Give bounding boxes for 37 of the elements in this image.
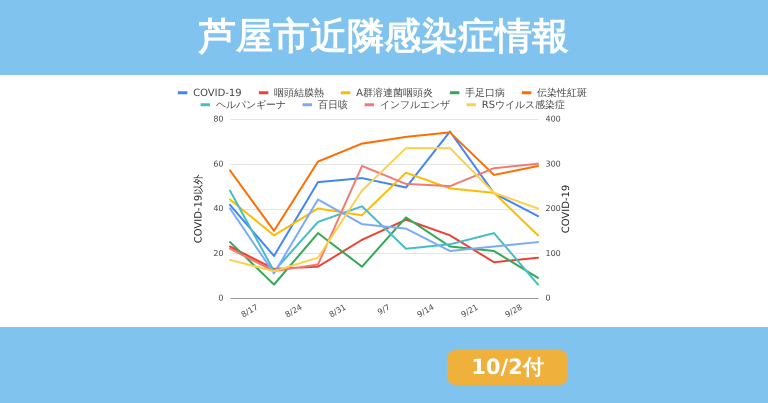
legend-label: 百日咳 (318, 98, 348, 111)
y-tick-label: 0 (218, 294, 224, 302)
y2-tick-label: 100 (546, 248, 561, 258)
y-tick-label: 80 (213, 114, 224, 124)
legend-label: ヘルパンギーナ (216, 98, 286, 111)
line-series (229, 216, 539, 286)
y-tick-label: 60 (213, 159, 224, 168)
legend-label: RSウイルス感染症 (482, 98, 566, 111)
y2-tick-label: 300 (546, 159, 561, 168)
legend-label: 伝染性紅斑 (537, 86, 588, 99)
y-axis-title: COVID-19以外 (192, 174, 204, 244)
x-tick-label: 8/31 (328, 302, 348, 320)
line-series (229, 218, 539, 270)
chart-title: 芦屋市近隣感染症情報 (198, 14, 569, 58)
x-tick-label: 9/28 (504, 302, 524, 320)
legend-label: COVID-19 (193, 88, 242, 99)
legend-label: 咽頭結膜熱 (274, 86, 324, 99)
y2-tick-label: 400 (546, 114, 561, 124)
x-tick-label: 8/24 (284, 302, 304, 320)
line-series (229, 190, 539, 286)
y2-tick-label: 0 (546, 294, 551, 302)
x-tick-label: 8/17 (240, 302, 260, 320)
y-tick-label: 40 (213, 204, 224, 213)
legend-label: インフルエンザ (380, 100, 450, 111)
line-series (229, 198, 539, 274)
text: 10/2付 (471, 355, 544, 379)
legend-label: 手足口病 (465, 86, 506, 99)
x-tick-label: 9/7 (376, 302, 392, 317)
y2-axis-title: COVID-19 (560, 184, 572, 234)
x-tick-label: 9/14 (416, 302, 436, 320)
y-tick-label: 20 (213, 248, 224, 258)
x-tick-label: 9/21 (460, 302, 480, 320)
line-series (229, 131, 539, 232)
line-series (229, 130, 539, 257)
legend-label: A群溶連菌咽頭炎 (356, 86, 433, 99)
y2-tick-label: 200 (546, 204, 561, 213)
line-series (229, 172, 539, 236)
